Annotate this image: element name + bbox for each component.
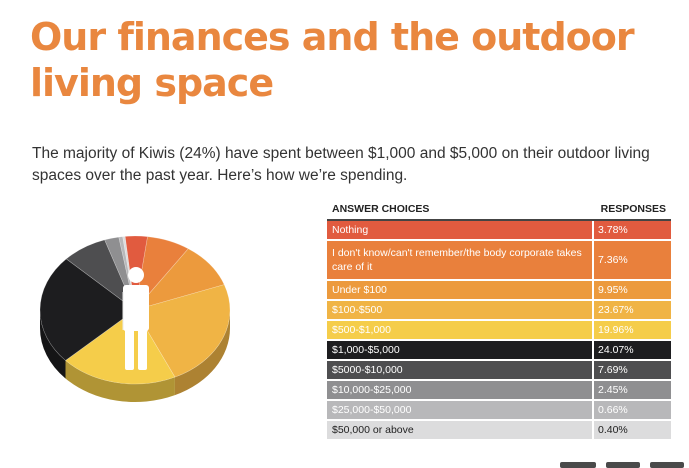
answer-choice-label: Nothing [332,224,369,236]
table-rows: Nothing 3.78% I don't know/can't remember/… [327,221,671,441]
response-value: 0.40% [592,421,671,439]
responses-table: ANSWER CHOICES RESPONSES Nothing 3.78% I d… [327,203,671,441]
pie-side-5 [65,360,175,402]
pie-chart [39,235,231,402]
table-row: $5000-$10,000 7.69% [327,361,671,381]
answer-choice-label: $50,000 or above [332,424,414,436]
page-title: Our finances and the outdoor living spac… [30,14,635,106]
response-value: 7.69% [592,361,671,379]
footer-bar-1 [560,462,596,468]
title-line-1: Our finances and the outdoor [30,15,635,59]
pie-slice-5 [65,309,176,385]
response-value: 2.45% [592,381,671,399]
table-header: ANSWER CHOICES RESPONSES [327,203,671,221]
answer-choice-label: $10,000-$25,000 [332,384,412,396]
response-value: 23.67% [592,301,671,319]
table-row: $100-$500 23.67% [327,301,671,321]
table-row: Under $100 9.95% [327,281,671,301]
response-value: 3.78% [592,221,671,239]
response-value: 24.07% [592,341,671,359]
table-row: $50,000 or above 0.40% [327,421,671,441]
footer-bar-3 [650,462,684,468]
pie-side-4 [174,310,230,396]
answer-choice-label: I don't know/can't remember/the body cor… [332,247,582,273]
pie-sides [40,310,230,402]
pie-slice-6 [39,258,136,361]
person-icon [122,267,149,370]
intro-text: The majority of Kiwis (24%) have spent b… [32,145,650,184]
answer-choice-label: $100-$500 [332,304,383,316]
response-value: 0.66% [592,401,671,419]
table-row: $500-$1,000 19.96% [327,321,671,341]
response-value: 9.95% [592,281,671,299]
answer-choice-label: $500-$1,000 [332,324,391,336]
pie-slice-4 [134,284,231,378]
footer-bar-2 [606,462,640,468]
response-value: 19.96% [592,321,671,339]
answer-choice-label: $25,000-$50,000 [332,404,412,416]
answer-choices-header: ANSWER CHOICES [332,203,430,215]
response-value: 7.36% [592,241,671,279]
answer-choice-label: Under $100 [332,284,387,296]
pie-side-6 [40,310,66,379]
table-row: $10,000-$25,000 2.45% [327,381,671,401]
answer-choice-label: $5000-$10,000 [332,364,403,376]
responses-header: RESPONSES [600,203,666,215]
pie-slice-7 [65,239,136,311]
table-row: $25,000-$50,000 0.66% [327,401,671,421]
title-line-2: living space [30,61,274,105]
pie-slice-3 [134,248,225,311]
table-row: Nothing 3.78% [327,221,671,241]
table-row: $1,000-$5,000 24.07% [327,341,671,361]
table-row: I don't know/can't remember/the body cor… [327,241,671,281]
answer-choice-label: $1,000-$5,000 [332,344,400,356]
